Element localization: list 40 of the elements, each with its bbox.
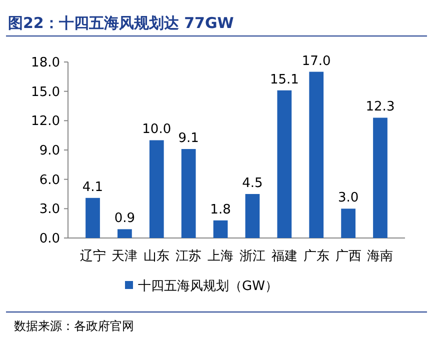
bar <box>149 140 164 238</box>
data-label: 15.1 <box>270 72 299 88</box>
bar <box>181 149 196 238</box>
data-label: 12.3 <box>366 100 395 115</box>
bar <box>213 220 228 238</box>
bar <box>341 208 356 238</box>
chart-title: 图22：十四五海风规划达 77GW <box>8 14 234 32</box>
data-label: 1.8 <box>210 202 231 218</box>
y-tick-label: 6.0 <box>39 172 60 188</box>
bar <box>245 194 260 238</box>
bar <box>86 198 100 238</box>
x-tick-label: 天津 <box>112 249 138 264</box>
x-tick-label: 广西 <box>335 249 362 264</box>
y-tick-label: 9.0 <box>39 144 60 159</box>
y-tick-label: 15.0 <box>31 84 60 100</box>
data-label: 10.0 <box>142 122 172 138</box>
x-tick-label: 福建 <box>271 249 298 264</box>
x-tick-label: 海南 <box>367 249 394 264</box>
bar <box>309 72 324 238</box>
legend-label: 十四五海风规划（GW） <box>138 279 278 294</box>
x-tick-label: 辽宁 <box>80 248 106 264</box>
x-tick-label: 江苏 <box>176 249 202 264</box>
bar <box>118 229 132 238</box>
data-label: 4.5 <box>242 176 263 191</box>
data-label: 0.9 <box>114 211 136 226</box>
data-label: 4.1 <box>82 180 104 195</box>
source-note: 数据来源：各政府官网 <box>14 319 134 333</box>
y-tick-label: 3.0 <box>39 202 60 218</box>
bar <box>277 90 292 238</box>
data-label: 9.1 <box>178 131 199 146</box>
x-tick-label: 上海 <box>208 249 234 264</box>
x-tick-label: 浙江 <box>239 249 266 264</box>
y-tick-label: 0.0 <box>39 232 60 247</box>
y-tick-label: 18.0 <box>31 56 60 71</box>
x-tick-label: 山东 <box>144 249 170 264</box>
data-label: 17.0 <box>302 54 331 69</box>
y-tick-label: 12.0 <box>31 114 60 130</box>
data-label: 3.0 <box>338 190 359 206</box>
bar <box>373 118 388 238</box>
x-tick-label: 广东 <box>303 249 330 264</box>
